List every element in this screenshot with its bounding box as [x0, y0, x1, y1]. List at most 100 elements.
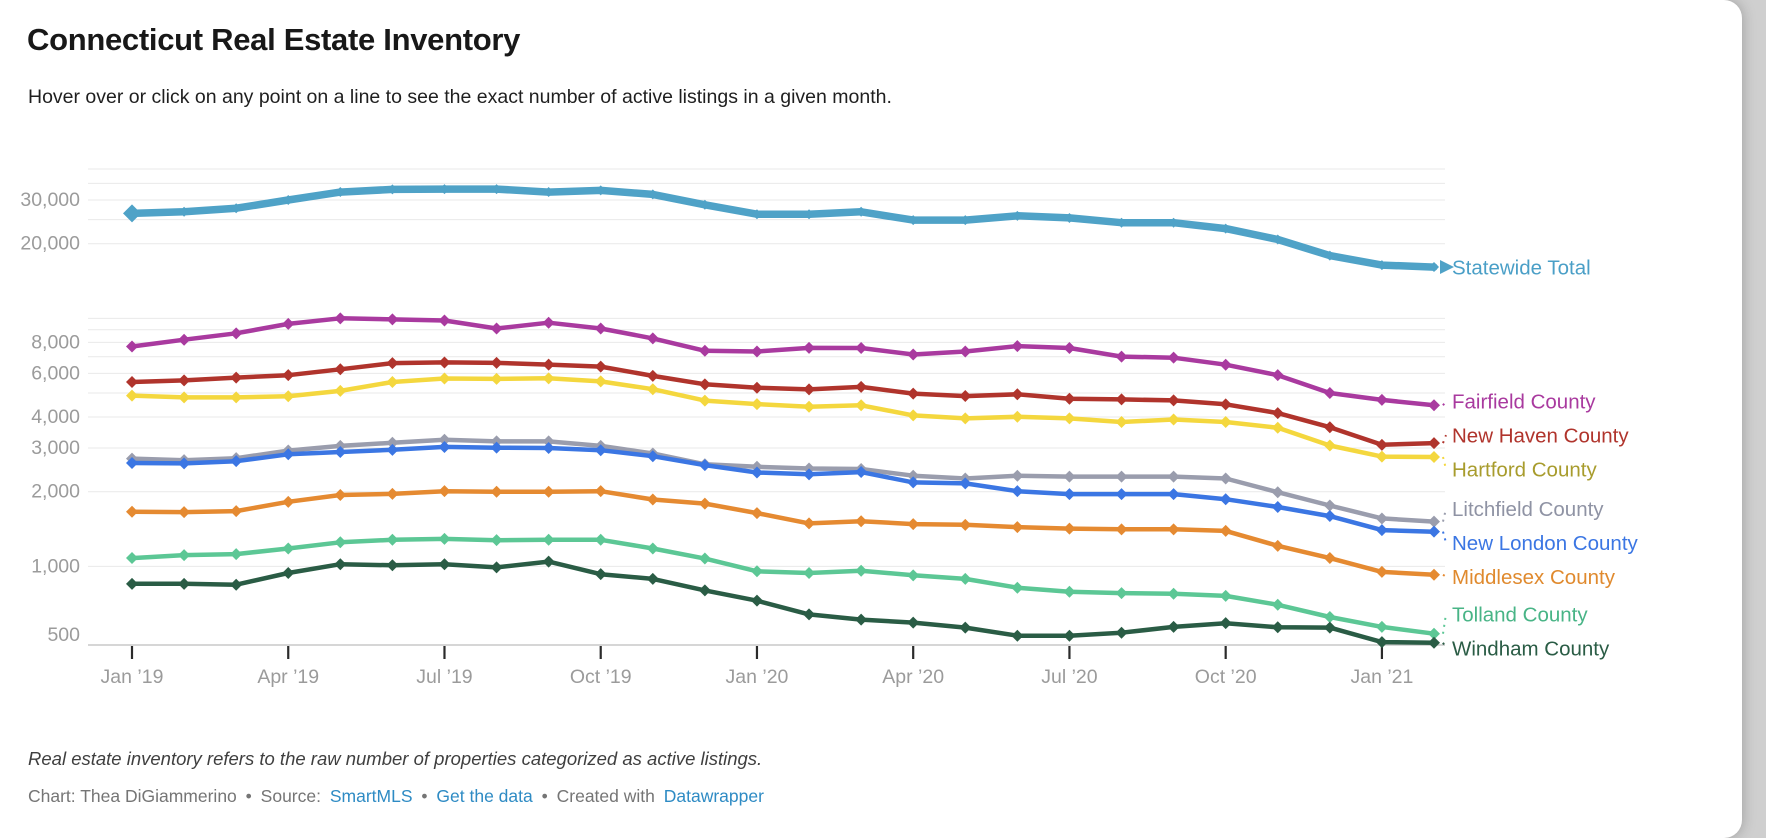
point-middlesex-county-10[interactable] [646, 493, 659, 506]
point-middlesex-county-21[interactable] [1219, 524, 1232, 537]
point-statewide-total-11[interactable] [699, 199, 710, 210]
point-hartford-county-4[interactable] [334, 384, 347, 397]
point-new-haven-county-24[interactable] [1375, 438, 1388, 451]
point-fairfield-county-1[interactable] [178, 333, 191, 346]
point-fairfield-county-24[interactable] [1375, 393, 1388, 406]
point-fairfield-county-12[interactable] [750, 345, 763, 358]
point-new-london-county-17[interactable] [1011, 485, 1024, 498]
point-new-haven-county-1[interactable] [178, 374, 191, 387]
point-middlesex-county-1[interactable] [178, 506, 191, 519]
line-fairfield-county[interactable] [129, 316, 1437, 408]
point-new-london-county-7[interactable] [490, 441, 503, 454]
point-tolland-county-25[interactable] [1428, 627, 1440, 640]
point-fairfield-county-17[interactable] [1011, 340, 1024, 353]
point-middlesex-county-13[interactable] [803, 517, 816, 530]
legend-label-new-london-county[interactable]: New London County [1452, 532, 1639, 555]
point-hartford-county-2[interactable] [230, 391, 243, 404]
line-windham-county[interactable] [129, 559, 1437, 645]
point-hartford-county-10[interactable] [646, 383, 659, 396]
point-new-london-county-21[interactable] [1219, 493, 1232, 506]
point-windham-county-20[interactable] [1167, 620, 1180, 633]
point-tolland-county-20[interactable] [1167, 587, 1180, 600]
point-hartford-county-5[interactable] [386, 375, 399, 388]
point-new-haven-county-8[interactable] [542, 358, 555, 371]
point-litchfield-county-18[interactable] [1063, 470, 1076, 483]
point-new-london-county-11[interactable] [698, 459, 711, 472]
point-tolland-county-2[interactable] [230, 548, 243, 561]
point-litchfield-county-22[interactable] [1271, 486, 1284, 499]
point-middlesex-county-19[interactable] [1115, 523, 1128, 536]
point-windham-county-11[interactable] [698, 584, 711, 597]
point-fairfield-county-6[interactable] [438, 314, 451, 327]
point-new-haven-county-2[interactable] [230, 371, 243, 384]
point-hartford-county-0[interactable] [126, 389, 138, 402]
legend-label-new-haven-county[interactable]: New Haven County [1452, 425, 1629, 448]
point-litchfield-county-25[interactable] [1428, 515, 1440, 528]
line-statewide-total[interactable] [128, 185, 1438, 271]
point-hartford-county-16[interactable] [959, 412, 972, 425]
point-new-london-county-19[interactable] [1115, 488, 1128, 501]
point-fairfield-county-15[interactable] [907, 348, 920, 361]
point-statewide-total-17[interactable] [1012, 210, 1023, 221]
point-windham-county-7[interactable] [490, 561, 503, 574]
point-windham-county-9[interactable] [594, 568, 607, 581]
point-middlesex-county-25[interactable] [1428, 568, 1440, 581]
point-statewide-total-12[interactable] [751, 209, 762, 220]
point-windham-county-3[interactable] [282, 567, 295, 580]
point-hartford-county-20[interactable] [1167, 413, 1180, 426]
point-new-london-county-3[interactable] [282, 448, 295, 461]
point-windham-county-25[interactable] [1428, 636, 1440, 649]
point-windham-county-12[interactable] [750, 594, 763, 607]
point-litchfield-county-5[interactable] [386, 436, 399, 449]
point-litchfield-county-21[interactable] [1219, 472, 1232, 485]
point-middlesex-county-8[interactable] [542, 485, 555, 498]
point-hartford-county-3[interactable] [282, 390, 295, 403]
point-statewide-total-3[interactable] [283, 195, 294, 206]
point-new-london-county-4[interactable] [334, 446, 347, 459]
point-statewide-total-7[interactable] [491, 184, 502, 195]
point-new-haven-county-15[interactable] [907, 387, 920, 400]
point-statewide-total-8[interactable] [543, 187, 554, 198]
legend-label-tolland-county[interactable]: Tolland County [1452, 604, 1588, 627]
point-fairfield-county-23[interactable] [1323, 387, 1336, 399]
point-fairfield-county-0[interactable] [126, 340, 138, 353]
point-middlesex-county-7[interactable] [490, 485, 503, 498]
legend-label-fairfield-county[interactable]: Fairfield County [1452, 391, 1596, 414]
point-litchfield-county-8[interactable] [542, 435, 555, 448]
point-new-haven-county-16[interactable] [959, 390, 972, 403]
point-new-haven-county-11[interactable] [698, 378, 711, 391]
point-tolland-county-24[interactable] [1375, 620, 1388, 633]
point-new-haven-county-5[interactable] [386, 357, 399, 370]
point-new-haven-county-3[interactable] [282, 369, 295, 382]
point-hartford-county-9[interactable] [594, 375, 607, 388]
point-litchfield-county-19[interactable] [1115, 470, 1128, 483]
point-hartford-county-1[interactable] [178, 391, 191, 404]
point-windham-county-23[interactable] [1323, 621, 1336, 634]
point-middlesex-county-5[interactable] [386, 487, 399, 500]
point-hartford-county-12[interactable] [750, 398, 763, 411]
point-windham-county-0[interactable] [126, 577, 138, 590]
point-middlesex-county-24[interactable] [1375, 565, 1388, 578]
point-new-london-county-8[interactable] [542, 442, 555, 455]
point-hartford-county-14[interactable] [855, 399, 868, 412]
point-statewide-total-5[interactable] [387, 184, 398, 195]
point-fairfield-county-20[interactable] [1167, 351, 1180, 364]
point-litchfield-county-6[interactable] [438, 433, 451, 446]
line-hartford-county[interactable] [129, 376, 1437, 460]
point-new-haven-county-12[interactable] [750, 381, 763, 394]
point-new-london-county-5[interactable] [386, 443, 399, 456]
point-fairfield-county-3[interactable] [282, 317, 295, 330]
point-hartford-county-22[interactable] [1271, 421, 1284, 434]
point-statewide-total-2[interactable] [231, 203, 242, 214]
point-new-haven-county-6[interactable] [438, 356, 451, 369]
point-tolland-county-10[interactable] [646, 542, 659, 555]
point-windham-county-13[interactable] [803, 608, 816, 621]
legend-label-statewide-total[interactable]: Statewide Total [1452, 257, 1591, 280]
point-middlesex-county-4[interactable] [334, 488, 347, 501]
point-tolland-county-3[interactable] [282, 542, 295, 555]
point-windham-county-15[interactable] [907, 616, 920, 629]
point-tolland-county-1[interactable] [178, 549, 191, 562]
point-tolland-county-21[interactable] [1219, 589, 1232, 602]
point-fairfield-county-21[interactable] [1219, 358, 1232, 371]
point-fairfield-county-4[interactable] [334, 312, 347, 325]
